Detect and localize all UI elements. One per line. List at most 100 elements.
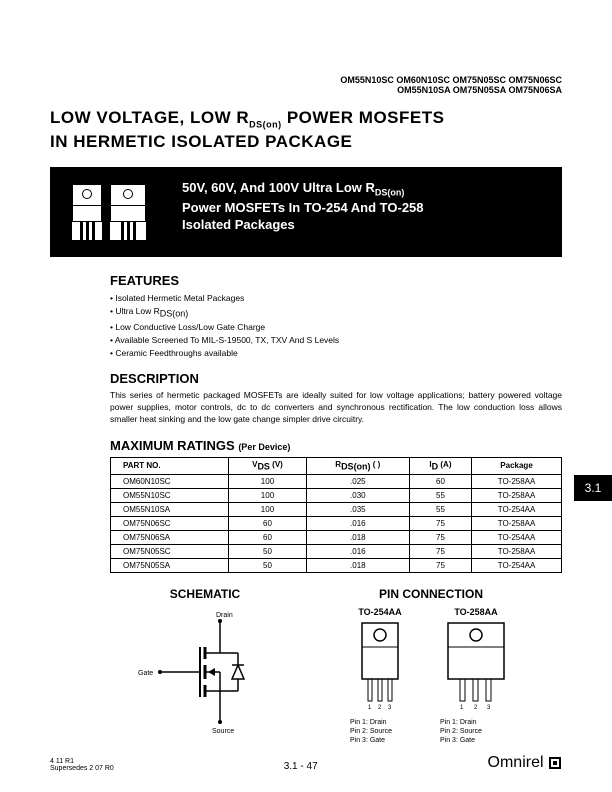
main-title: LOW VOLTAGE, LOW RDS(on) POWER MOSFETS I… bbox=[50, 107, 562, 153]
table-row: OM75N06SA60.01875TO-254AA bbox=[111, 530, 562, 544]
package-to258: TO-258AA 1 2 3 Pin 1: Drain bbox=[440, 607, 512, 745]
table-cell: OM75N05SC bbox=[111, 544, 229, 558]
schematic-title: SCHEMATIC bbox=[110, 587, 300, 601]
hero-image-box bbox=[50, 167, 168, 257]
table-cell: .030 bbox=[306, 488, 409, 502]
pin-map: Pin 1: Drain Pin 2: Source Pin 3: Gate bbox=[440, 718, 512, 745]
table-header-row: PART NO. VDS (V) RDS(on) ( ) ID (A) Pack… bbox=[111, 458, 562, 475]
table-cell: 75 bbox=[409, 558, 471, 572]
table-cell: 75 bbox=[409, 530, 471, 544]
description-text: This series of hermetic packaged MOSFETs… bbox=[110, 390, 562, 426]
pin-connection-title: PIN CONNECTION bbox=[300, 587, 562, 601]
table-cell: OM75N06SA bbox=[111, 530, 229, 544]
table-cell: 50 bbox=[229, 558, 307, 572]
table-cell: TO-258AA bbox=[472, 474, 562, 488]
to258-package-icon: 1 2 3 bbox=[440, 621, 512, 711]
table-cell: 100 bbox=[229, 488, 307, 502]
pin-map: Pin 1: Drain Pin 2: Source Pin 3: Gate bbox=[350, 718, 410, 745]
hero-row: 50V, 60V, And 100V Ultra Low RDS(on) Pow… bbox=[50, 167, 562, 257]
table-row: OM75N05SA50.01875TO-254AA bbox=[111, 558, 562, 572]
package-to254: TO-254AA 1 2 3 Pin 1: Drain bbox=[350, 607, 410, 745]
svg-text:3: 3 bbox=[487, 705, 491, 711]
logo-icon bbox=[548, 756, 562, 770]
table-cell: 60 bbox=[229, 516, 307, 530]
table-header: RDS(on) ( ) bbox=[306, 458, 409, 475]
features-heading: FEATURES bbox=[110, 273, 562, 288]
table-cell: 75 bbox=[409, 544, 471, 558]
table-cell: .016 bbox=[306, 516, 409, 530]
section-tab: 3.1 bbox=[574, 475, 612, 501]
title-sub: DS(on) bbox=[249, 119, 282, 129]
mosfet-schematic-icon: Drain bbox=[130, 607, 280, 737]
table-cell: OM60N10SC bbox=[111, 474, 229, 488]
table-cell: OM55N10SA bbox=[111, 502, 229, 516]
hero-line-2: Power MOSFETs In TO-254 And TO-258 bbox=[182, 200, 424, 215]
table-cell: OM75N06SC bbox=[111, 516, 229, 530]
table-cell: TO-254AA bbox=[472, 530, 562, 544]
footer-logo: Omnirel bbox=[488, 754, 562, 772]
table-cell: TO-254AA bbox=[472, 558, 562, 572]
table-cell: .035 bbox=[306, 502, 409, 516]
table-cell: OM75N05SA bbox=[111, 558, 229, 572]
table-cell: 100 bbox=[229, 474, 307, 488]
svg-text:Source: Source bbox=[212, 728, 234, 735]
svg-text:2: 2 bbox=[378, 705, 382, 711]
part-numbers-line-2: OM55N10SA OM75N05SA OM75N06SA bbox=[50, 85, 562, 95]
table-row: OM60N10SC100.02560TO-258AA bbox=[111, 474, 562, 488]
title-part-a: LOW VOLTAGE, LOW R bbox=[50, 108, 249, 127]
table-cell: TO-258AA bbox=[472, 516, 562, 530]
feature-item: Low Conductive Loss/Low Gate Charge bbox=[110, 321, 562, 334]
table-row: OM75N06SC60.01675TO-258AA bbox=[111, 516, 562, 530]
svg-text:3: 3 bbox=[388, 705, 392, 711]
table-row: OM55N10SA100.03555TO-254AA bbox=[111, 502, 562, 516]
hero-line-1-sub: DS(on) bbox=[375, 188, 405, 198]
to254-package-icon: 1 2 3 bbox=[350, 621, 410, 711]
package-label: TO-254AA bbox=[350, 607, 410, 617]
table-row: OM75N05SC50.01675TO-258AA bbox=[111, 544, 562, 558]
table-cell: .018 bbox=[306, 558, 409, 572]
part-numbers: OM55N10SC OM60N10SC OM75N05SC OM75N06SC … bbox=[50, 75, 562, 95]
svg-text:Gate: Gate bbox=[138, 670, 153, 677]
title-line-2: IN HERMETIC ISOLATED PACKAGE bbox=[50, 132, 352, 151]
package-label: TO-258AA bbox=[440, 607, 512, 617]
feature-item: Ceramic Feedthroughs available bbox=[110, 347, 562, 360]
svg-text:1: 1 bbox=[460, 705, 464, 711]
table-cell: TO-258AA bbox=[472, 544, 562, 558]
table-cell: OM55N10SC bbox=[111, 488, 229, 502]
table-cell: 75 bbox=[409, 516, 471, 530]
table-cell: TO-254AA bbox=[472, 502, 562, 516]
features-list: Isolated Hermetic Metal Packages Ultra L… bbox=[110, 292, 562, 359]
page-footer: 4 11 R1 Supersedes 2 07 R0 3.1 - 47 Omni… bbox=[50, 754, 562, 772]
ratings-heading: MAXIMUM RATINGS (Per Device) bbox=[110, 438, 562, 453]
feature-item: Isolated Hermetic Metal Packages bbox=[110, 292, 562, 305]
table-header: Package bbox=[472, 458, 562, 475]
part-numbers-line-1: OM55N10SC OM60N10SC OM75N05SC OM75N06SC bbox=[50, 75, 562, 85]
svg-text:1: 1 bbox=[368, 705, 372, 711]
footer-page-number: 3.1 - 47 bbox=[284, 761, 318, 772]
schematic-column: SCHEMATIC Drain bbox=[110, 587, 300, 745]
table-cell: 55 bbox=[409, 488, 471, 502]
footer-left: 4 11 R1 Supersedes 2 07 R0 bbox=[50, 758, 114, 772]
svg-text:Drain: Drain bbox=[216, 612, 233, 619]
table-cell: 50 bbox=[229, 544, 307, 558]
ratings-table: PART NO. VDS (V) RDS(on) ( ) ID (A) Pack… bbox=[110, 457, 562, 573]
hero-package-icon bbox=[110, 184, 146, 240]
feature-item: Available Screened To MIL-S-19500, TX, T… bbox=[110, 334, 562, 347]
title-part-b: POWER MOSFETS bbox=[282, 108, 445, 127]
table-header: PART NO. bbox=[111, 458, 229, 475]
table-header: ID (A) bbox=[409, 458, 471, 475]
description-heading: DESCRIPTION bbox=[110, 371, 562, 386]
table-cell: .025 bbox=[306, 474, 409, 488]
hero-line-3: Isolated Packages bbox=[182, 217, 295, 232]
hero-package-icon bbox=[72, 184, 102, 240]
feature-item: Ultra Low RDS(on) bbox=[110, 305, 562, 321]
table-cell: 60 bbox=[409, 474, 471, 488]
table-cell: .016 bbox=[306, 544, 409, 558]
hero-line-1a: 50V, 60V, And 100V Ultra Low R bbox=[182, 180, 375, 195]
table-cell: 60 bbox=[229, 530, 307, 544]
hero-text: 50V, 60V, And 100V Ultra Low RDS(on) Pow… bbox=[168, 167, 562, 257]
table-cell: .018 bbox=[306, 530, 409, 544]
table-cell: TO-258AA bbox=[472, 488, 562, 502]
table-cell: 100 bbox=[229, 502, 307, 516]
table-header: VDS (V) bbox=[229, 458, 307, 475]
